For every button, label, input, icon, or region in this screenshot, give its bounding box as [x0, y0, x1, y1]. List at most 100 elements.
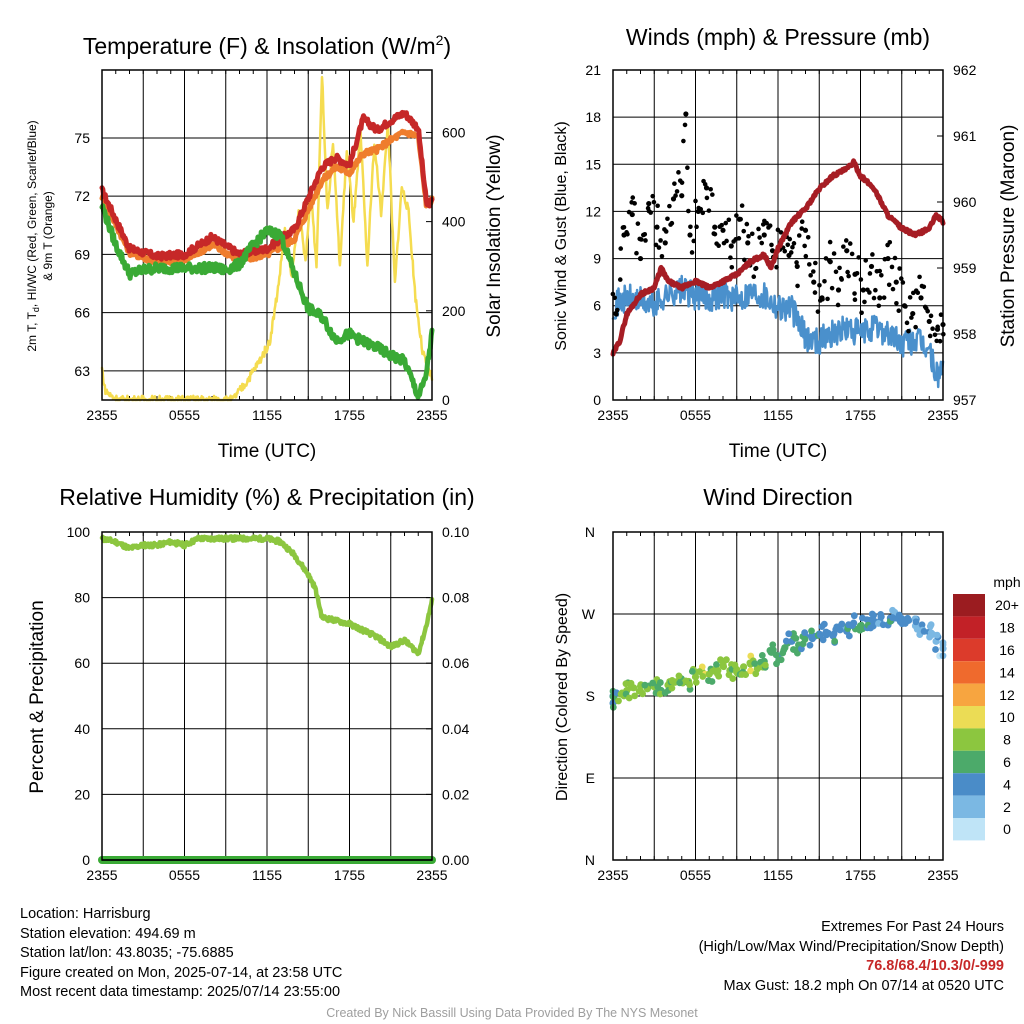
gust-point	[871, 295, 877, 301]
gust-point	[803, 253, 809, 259]
gust-point	[689, 250, 695, 255]
colorbar-label: 14	[999, 664, 1015, 680]
gust-point	[907, 295, 913, 300]
gust-point	[639, 237, 644, 242]
gust-point	[723, 220, 729, 226]
direction-point	[720, 663, 728, 671]
gust-point	[744, 221, 750, 227]
station-latlon: Station lat/lon: 43.8035; -75.6885	[20, 945, 234, 961]
x-tick-label: 1155	[763, 407, 793, 423]
gust-point	[825, 296, 830, 302]
gust-point	[881, 295, 887, 300]
gust-point	[879, 272, 884, 278]
gust-point	[739, 203, 745, 208]
direction-point	[819, 636, 827, 644]
gust-point	[829, 285, 835, 291]
direction-point	[631, 692, 639, 700]
direction-point	[625, 694, 633, 702]
y2-tick-label: 0.08	[442, 590, 469, 606]
gust-point	[852, 297, 858, 303]
gust-point	[769, 242, 774, 248]
colorbar-label: 10	[999, 709, 1015, 725]
station-info: Location: Harrisburg Station elevation: …	[20, 905, 342, 1003]
credit-line: Created By Nick Bassill Using Data Provi…	[326, 1006, 698, 1020]
direction-point	[904, 614, 912, 622]
winds-xlabel: Time (UTC)	[729, 441, 828, 462]
gust-point	[877, 268, 883, 274]
humidity-panel-title: Relative Humidity (%) & Precipitation (i…	[59, 484, 474, 510]
x-tick-label: 2355	[86, 867, 117, 883]
colorbar-label: 20+	[995, 597, 1019, 613]
x-tick-label: 1755	[334, 407, 365, 423]
x-tick-label: 2355	[597, 867, 628, 883]
gust-point	[873, 287, 878, 293]
gust-point	[846, 273, 851, 279]
direction-point	[912, 618, 920, 626]
gust-point	[617, 277, 623, 282]
gust-point	[856, 255, 862, 260]
gust-point	[844, 248, 850, 254]
gust-point	[708, 186, 713, 192]
gust-point	[687, 232, 693, 238]
gust-point	[896, 308, 902, 314]
gust-point	[681, 138, 686, 144]
y-tick-label: 63	[74, 363, 90, 379]
gust-point	[934, 338, 940, 344]
gust-point	[676, 170, 681, 175]
gust-point	[839, 277, 845, 282]
gust-point	[795, 283, 800, 289]
gust-point	[774, 264, 779, 270]
gust-point	[841, 244, 846, 249]
gust-point	[674, 189, 680, 194]
y-tick-label: 40	[74, 721, 90, 737]
y2-tick-label: 0.06	[442, 655, 469, 671]
extremes-values: 76.8/68.4/10.3/0/-999	[866, 958, 1004, 974]
gust-point	[635, 221, 641, 226]
x-tick-label: 2355	[927, 867, 958, 883]
gust-point	[682, 122, 688, 128]
x-tick-label: 2355	[927, 407, 958, 423]
y-tick-label: 75	[74, 130, 90, 146]
y-tick-label: 60	[74, 655, 90, 671]
gust-point	[642, 231, 648, 237]
direction-point	[845, 632, 853, 640]
temperature-xlabel: Time (UTC)	[218, 441, 317, 462]
gust-point	[886, 282, 892, 288]
direction-point	[816, 631, 824, 639]
direction-point	[792, 634, 800, 642]
x-tick-label: 0555	[680, 867, 711, 883]
y-tick-label: 9	[593, 251, 601, 267]
direction-point	[806, 641, 814, 649]
colorbar-swatch	[953, 795, 985, 818]
x-tick-label: 0555	[169, 407, 200, 423]
gust-point	[700, 210, 706, 216]
y2-tick-label: 959	[953, 260, 977, 276]
gust-point	[882, 256, 888, 262]
direction-point	[801, 635, 809, 643]
y-tick-label: 100	[67, 524, 91, 540]
colorbar-label: 4	[1003, 776, 1011, 792]
colorbar-label: 6	[1003, 754, 1011, 770]
y-tick-label: 0	[82, 852, 90, 868]
gust-point	[704, 195, 710, 201]
gust-point	[702, 182, 708, 187]
direction-point	[801, 629, 809, 637]
direction-point	[836, 626, 844, 634]
y-tick-label: S	[586, 688, 595, 704]
gust-point	[932, 332, 938, 338]
direction-point	[775, 656, 783, 664]
gust-point	[646, 200, 652, 207]
gust-point	[893, 279, 899, 285]
gust-point	[673, 193, 678, 198]
temperature-2m-line	[99, 109, 435, 262]
gust-point	[831, 251, 837, 256]
gust-point	[745, 240, 751, 246]
gust-point	[926, 318, 932, 325]
gust-point	[938, 312, 944, 318]
colorbar-swatch	[953, 750, 985, 774]
gust-point	[753, 265, 759, 271]
gust-point	[686, 208, 691, 214]
y-tick-label: 15	[585, 156, 601, 172]
gust-point	[802, 227, 809, 233]
